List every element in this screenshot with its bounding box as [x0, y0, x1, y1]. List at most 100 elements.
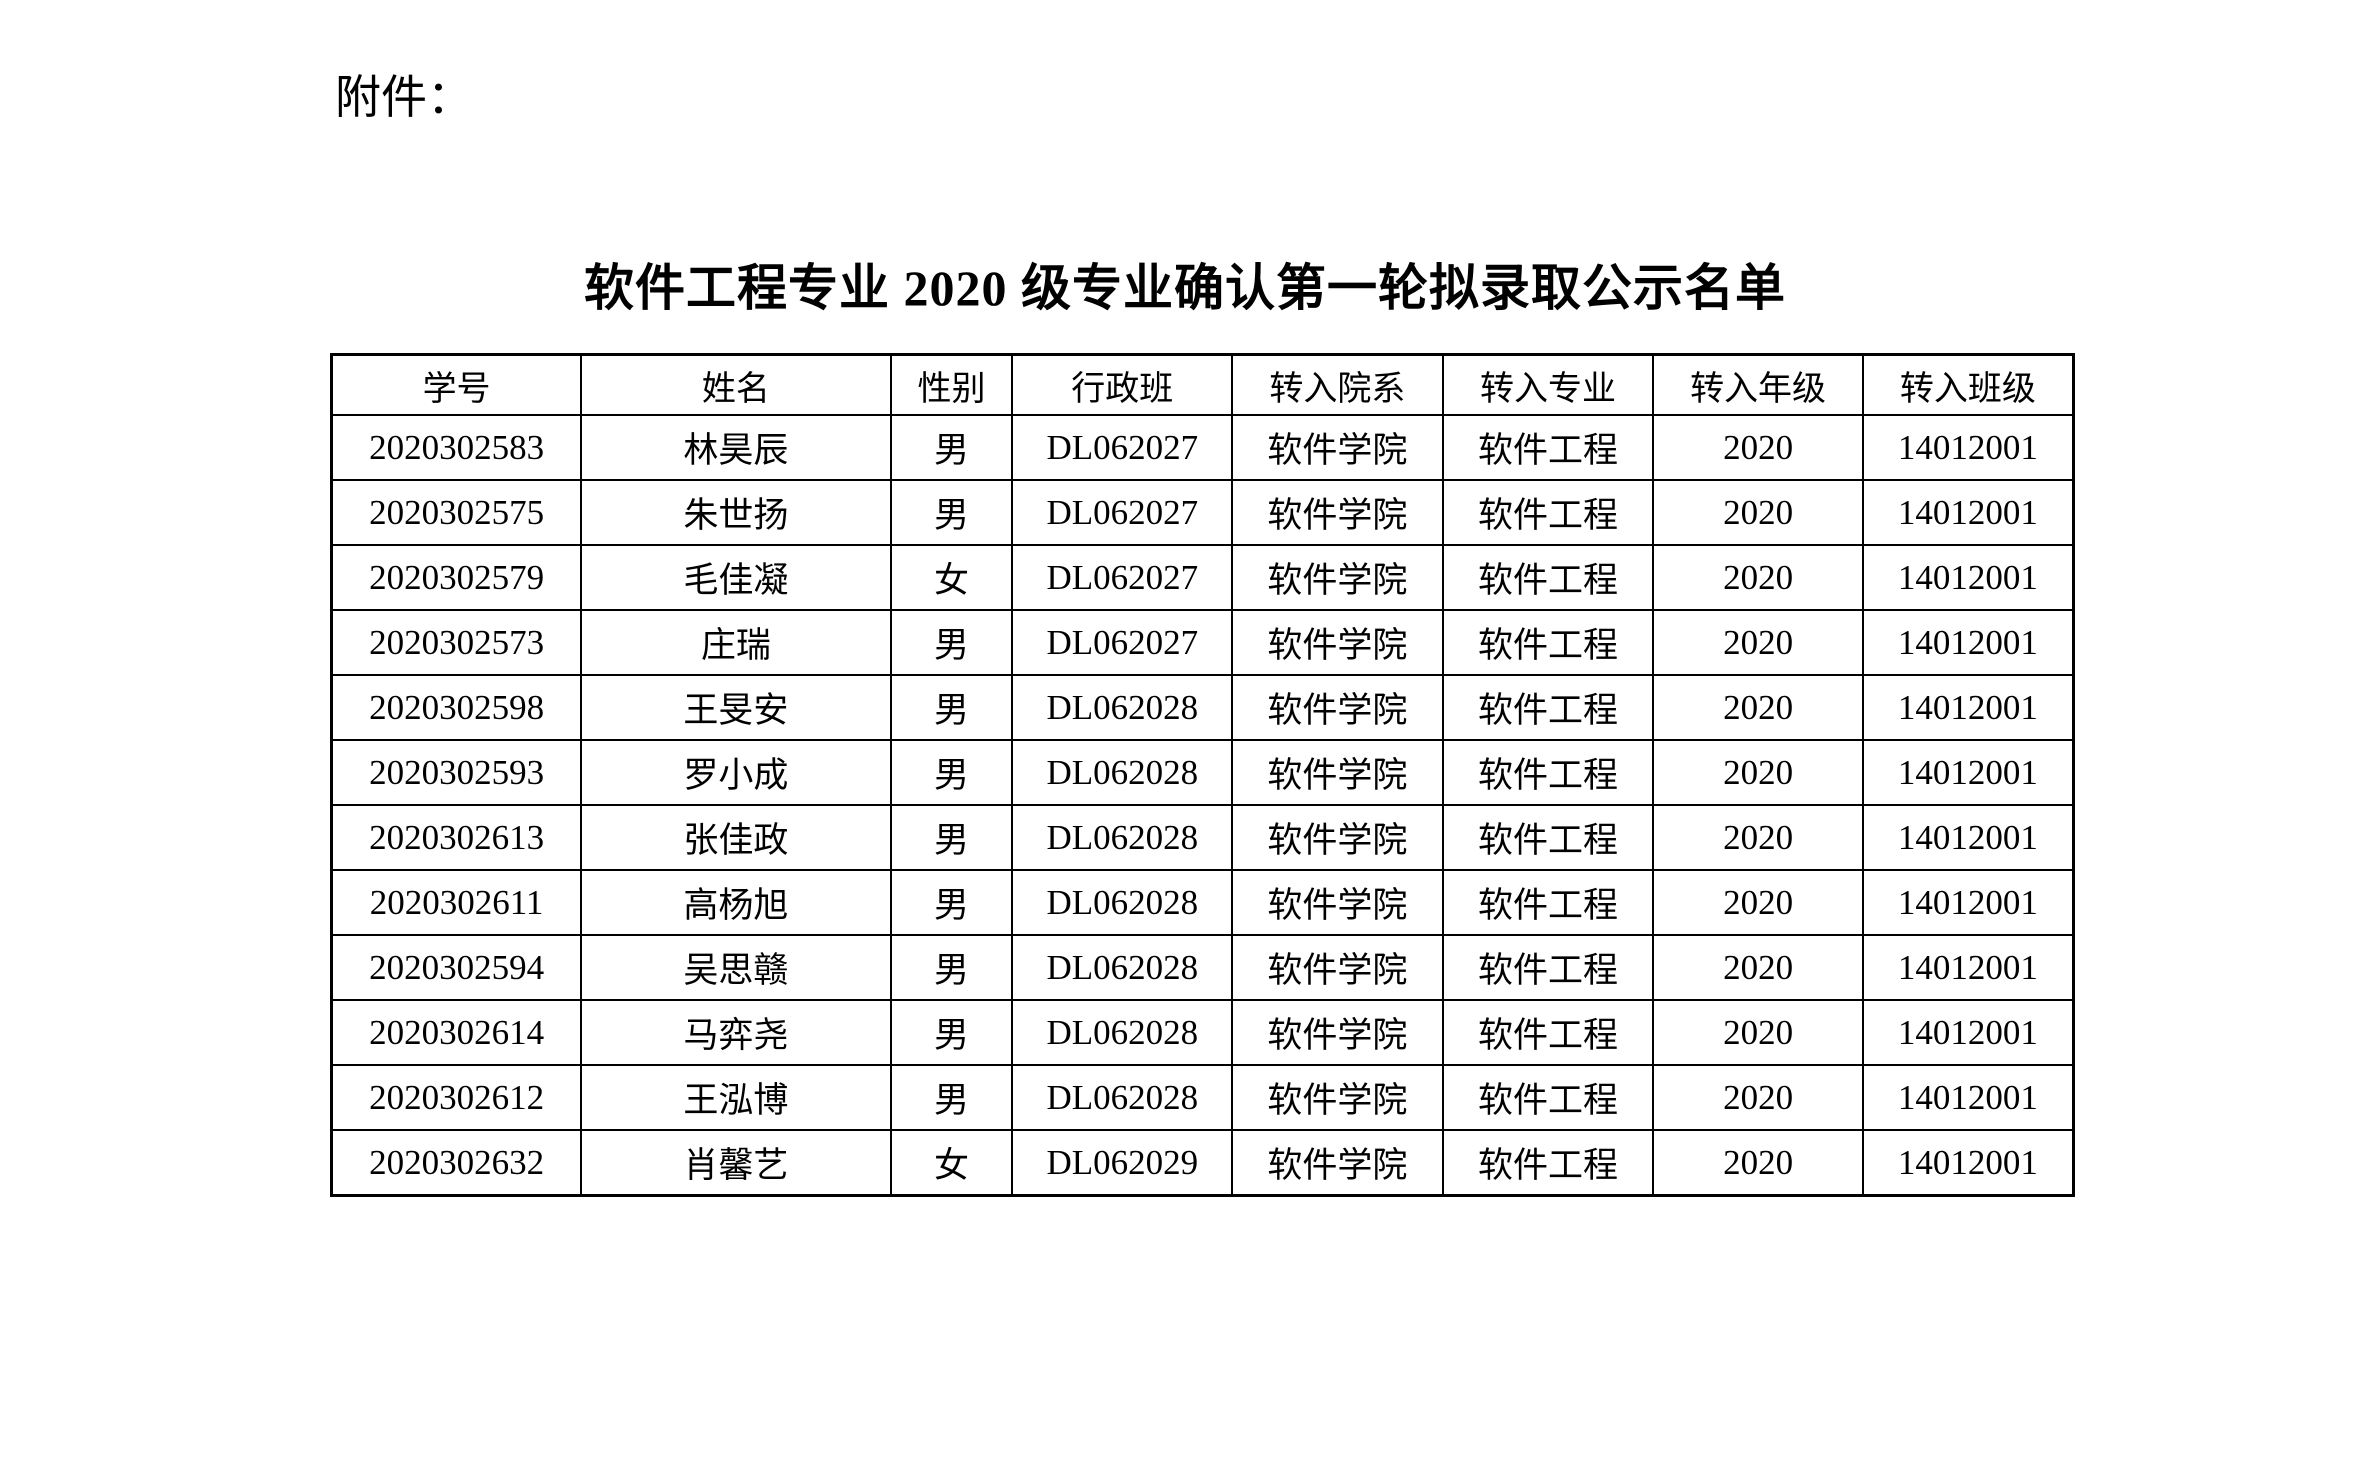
cell-transfer-class: 14012001	[1861, 1129, 2075, 1197]
cell-student-id: 2020302614	[330, 999, 583, 1066]
header-cell-student-id: 学号	[330, 353, 583, 416]
cell-gender: 男	[889, 869, 1014, 936]
cell-name: 罗小成	[580, 739, 892, 806]
cell-admin-class: DL062027	[1011, 609, 1234, 676]
cell-admin-class: DL062027	[1011, 544, 1234, 611]
header-cell-transfer-college: 转入院系	[1231, 353, 1444, 416]
cell-transfer-major: 软件工程	[1441, 414, 1655, 481]
table-row: 2020302614 马弈尧男 DL062028 软件学院 软件工程 2020 140120…	[330, 999, 2075, 1066]
cell-transfer-class: 14012001	[1861, 609, 2075, 676]
cell-name: 王旻安	[580, 674, 892, 741]
cell-transfer-grade: 2020	[1652, 414, 1864, 481]
cell-gender: 男	[889, 739, 1014, 806]
cell-admin-class: DL062028	[1011, 804, 1234, 871]
header-cell-gender: 性别	[889, 353, 1014, 416]
cell-admin-class: DL062028	[1011, 739, 1234, 806]
cell-transfer-class: 14012001	[1861, 739, 2075, 806]
cell-transfer-college: 软件学院	[1231, 674, 1444, 741]
cell-gender: 男	[889, 934, 1014, 1001]
cell-name: 毛佳凝	[580, 544, 892, 611]
table-row: 2020302632 肖馨艺女 DL062029 软件学院 软件工程 2020 140120…	[330, 1129, 2075, 1197]
cell-gender: 男	[889, 479, 1014, 546]
header-cell-admin-class: 行政班	[1011, 353, 1234, 416]
admission-roster-table: 学号 姓名 性别 行政班 转入院系 转入专业 转入年级 转入班级 2020302583 林昊辰男…	[330, 353, 2075, 1197]
cell-name: 朱世扬	[580, 479, 892, 546]
cell-gender: 女	[889, 544, 1014, 611]
cell-name: 庄瑞	[580, 609, 892, 676]
cell-student-id: 2020302611	[330, 869, 583, 936]
cell-student-id: 2020302632	[330, 1129, 583, 1197]
cell-transfer-college: 软件学院	[1231, 999, 1444, 1066]
cell-student-id: 2020302583	[330, 414, 583, 481]
cell-transfer-major: 软件工程	[1441, 934, 1655, 1001]
cell-gender: 男	[889, 609, 1014, 676]
table-row: 2020302598 王旻安男 DL062028 软件学院 软件工程 2020 140120…	[330, 674, 2075, 741]
cell-transfer-college: 软件学院	[1231, 1064, 1444, 1131]
cell-transfer-grade: 2020	[1652, 869, 1864, 936]
cell-transfer-class: 14012001	[1861, 869, 2075, 936]
cell-student-id: 2020302613	[330, 804, 583, 871]
cell-transfer-class: 14012001	[1861, 414, 2075, 481]
cell-admin-class: DL062028	[1011, 999, 1234, 1066]
cell-student-id: 2020302573	[330, 609, 583, 676]
table-row: 2020302579 毛佳凝女 DL062027 软件学院 软件工程 2020 140120…	[330, 544, 2075, 611]
cell-transfer-major: 软件工程	[1441, 479, 1655, 546]
cell-transfer-class: 14012001	[1861, 1064, 2075, 1131]
cell-transfer-major: 软件工程	[1441, 739, 1655, 806]
table-row: 2020302612 王泓博男 DL062028 软件学院 软件工程 2020 140120…	[330, 1064, 2075, 1131]
table-row: 2020302573 庄瑞男 DL062027 软件学院 软件工程 2020 1401200…	[330, 609, 2075, 676]
cell-transfer-grade: 2020	[1652, 544, 1864, 611]
cell-transfer-college: 软件学院	[1231, 479, 1444, 546]
cell-transfer-class: 14012001	[1861, 674, 2075, 741]
cell-admin-class: DL062027	[1011, 414, 1234, 481]
cell-transfer-grade: 2020	[1652, 479, 1864, 546]
document-title: 软件工程专业 2020 级专业确认第一轮拟录取公示名单	[584, 260, 1786, 316]
cell-transfer-college: 软件学院	[1231, 739, 1444, 806]
cell-admin-class: DL062027	[1011, 479, 1234, 546]
cell-transfer-college: 软件学院	[1231, 934, 1444, 1001]
cell-transfer-major: 软件工程	[1441, 1064, 1655, 1131]
cell-transfer-grade: 2020	[1652, 934, 1864, 1001]
cell-gender: 男	[889, 804, 1014, 871]
cell-transfer-class: 14012001	[1861, 804, 2075, 871]
table-body: 2020302583 林昊辰男 DL062027 软件学院 软件工程 2020 140120…	[330, 414, 2075, 1197]
cell-name: 高杨旭	[580, 869, 892, 936]
cell-transfer-major: 软件工程	[1441, 999, 1655, 1066]
cell-transfer-class: 14012001	[1861, 934, 2075, 1001]
cell-name: 张佳政	[580, 804, 892, 871]
cell-transfer-college: 软件学院	[1231, 804, 1444, 871]
table-row: 2020302611 高杨旭男 DL062028 软件学院 软件工程 2020 140120…	[330, 869, 2075, 936]
cell-student-id: 2020302579	[330, 544, 583, 611]
cell-transfer-major: 软件工程	[1441, 804, 1655, 871]
cell-name: 王泓博	[580, 1064, 892, 1131]
table-row: 2020302594 吴思赣男 DL062028 软件学院 软件工程 2020 140120…	[330, 934, 2075, 1001]
cell-student-id: 2020302593	[330, 739, 583, 806]
cell-transfer-college: 软件学院	[1231, 414, 1444, 481]
table-header-row: 学号 姓名 性别 行政班 转入院系 转入专业 转入年级 转入班级	[330, 353, 2075, 416]
cell-student-id: 2020302575	[330, 479, 583, 546]
header-cell-name: 姓名	[580, 353, 892, 416]
cell-transfer-major: 软件工程	[1441, 869, 1655, 936]
header-cell-transfer-major: 转入专业	[1441, 353, 1655, 416]
table-row: 2020302613 张佳政男 DL062028 软件学院 软件工程 2020 140120…	[330, 804, 2075, 871]
cell-student-id: 2020302598	[330, 674, 583, 741]
cell-name: 马弈尧	[580, 999, 892, 1066]
cell-name: 林昊辰	[580, 414, 892, 481]
cell-name: 吴思赣	[580, 934, 892, 1001]
header-cell-transfer-class: 转入班级	[1861, 353, 2075, 416]
cell-transfer-college: 软件学院	[1231, 544, 1444, 611]
cell-transfer-grade: 2020	[1652, 739, 1864, 806]
cell-student-id: 2020302594	[330, 934, 583, 1001]
cell-admin-class: DL062028	[1011, 869, 1234, 936]
table-row: 2020302583 林昊辰男 DL062027 软件学院 软件工程 2020 140120…	[330, 414, 2075, 481]
cell-transfer-college: 软件学院	[1231, 609, 1444, 676]
cell-transfer-major: 软件工程	[1441, 674, 1655, 741]
cell-transfer-grade: 2020	[1652, 804, 1864, 871]
cell-admin-class: DL062028	[1011, 934, 1234, 1001]
cell-admin-class: DL062028	[1011, 674, 1234, 741]
cell-transfer-grade: 2020	[1652, 674, 1864, 741]
cell-transfer-class: 14012001	[1861, 479, 2075, 546]
cell-transfer-college: 软件学院	[1231, 869, 1444, 936]
cell-transfer-major: 软件工程	[1441, 1129, 1655, 1197]
